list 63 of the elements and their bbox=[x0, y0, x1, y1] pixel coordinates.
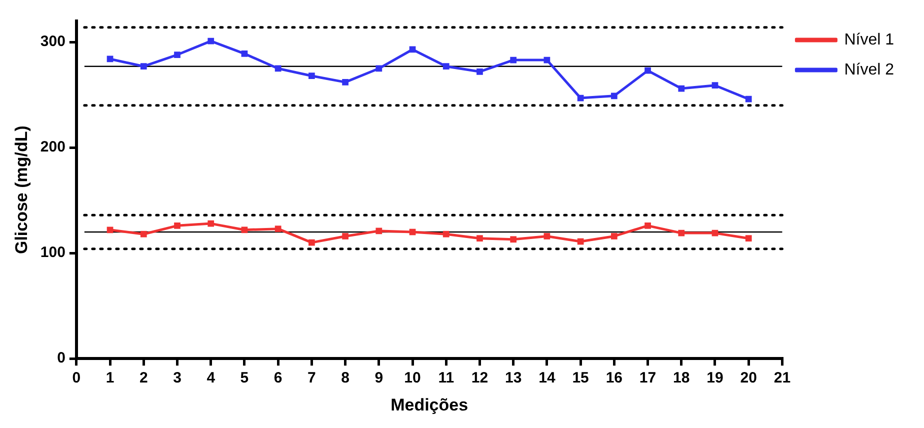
point bbox=[241, 226, 248, 234]
x-tick-label: 1 bbox=[106, 370, 114, 387]
point bbox=[644, 222, 651, 229]
x-tick-label: 3 bbox=[173, 370, 182, 387]
x-tick-label: 8 bbox=[341, 370, 350, 387]
point bbox=[174, 52, 180, 58]
point bbox=[174, 222, 180, 229]
point bbox=[342, 233, 348, 240]
legend-label: Nível 1 bbox=[844, 31, 894, 48]
y-tick-label: 200 bbox=[40, 138, 66, 156]
point bbox=[476, 235, 483, 242]
x-tick-label: 11 bbox=[438, 370, 454, 387]
point bbox=[106, 226, 114, 234]
legend-label: Nível 2 bbox=[844, 61, 894, 78]
point bbox=[274, 226, 282, 232]
x-tick-label: 19 bbox=[706, 370, 724, 387]
point bbox=[644, 67, 651, 74]
x-tick-label: 17 bbox=[639, 370, 656, 387]
x-axis-title: Medições bbox=[390, 395, 468, 414]
x-tick-label: 7 bbox=[308, 370, 316, 387]
point bbox=[712, 82, 718, 89]
point bbox=[476, 68, 483, 75]
point bbox=[610, 233, 618, 240]
x-tick-label: 20 bbox=[740, 370, 757, 387]
x-tick-label: 21 bbox=[774, 370, 791, 387]
point bbox=[274, 65, 282, 72]
point bbox=[208, 220, 214, 227]
point bbox=[510, 236, 517, 243]
x-tick-label: 5 bbox=[240, 370, 249, 387]
point bbox=[308, 239, 315, 246]
y-tick-label: 100 bbox=[40, 244, 66, 262]
point bbox=[208, 38, 214, 44]
point bbox=[376, 65, 382, 72]
x-tick-label: 4 bbox=[206, 370, 216, 387]
x-tick-label: 2 bbox=[139, 370, 148, 387]
y-tick-label: 300 bbox=[40, 33, 66, 50]
point bbox=[308, 72, 315, 80]
y-axis-title: Glicose (mg/dL) bbox=[12, 126, 31, 254]
x-tick-label: 9 bbox=[374, 370, 384, 387]
x-tick-label: 0 bbox=[72, 370, 81, 387]
point bbox=[544, 233, 550, 240]
point bbox=[610, 92, 618, 100]
point bbox=[442, 63, 450, 70]
x-tick-label: 15 bbox=[572, 370, 589, 387]
x-tick-label: 16 bbox=[606, 370, 623, 387]
point bbox=[510, 56, 517, 64]
point bbox=[745, 96, 752, 102]
x-tick-label: 10 bbox=[404, 370, 421, 387]
x-tick-label: 14 bbox=[538, 370, 556, 387]
point bbox=[442, 230, 450, 238]
point bbox=[376, 228, 382, 234]
point bbox=[342, 79, 348, 86]
x-tick-label: 12 bbox=[471, 370, 488, 387]
x-tick-label: 18 bbox=[673, 370, 690, 387]
point bbox=[140, 63, 147, 70]
x-tick-label: 13 bbox=[504, 370, 522, 387]
y-tick-label: 0 bbox=[57, 350, 66, 367]
x-tick-label: 6 bbox=[274, 370, 282, 387]
point bbox=[745, 235, 752, 242]
point bbox=[241, 50, 248, 57]
point bbox=[678, 85, 685, 92]
point bbox=[140, 230, 147, 238]
point bbox=[678, 230, 685, 236]
